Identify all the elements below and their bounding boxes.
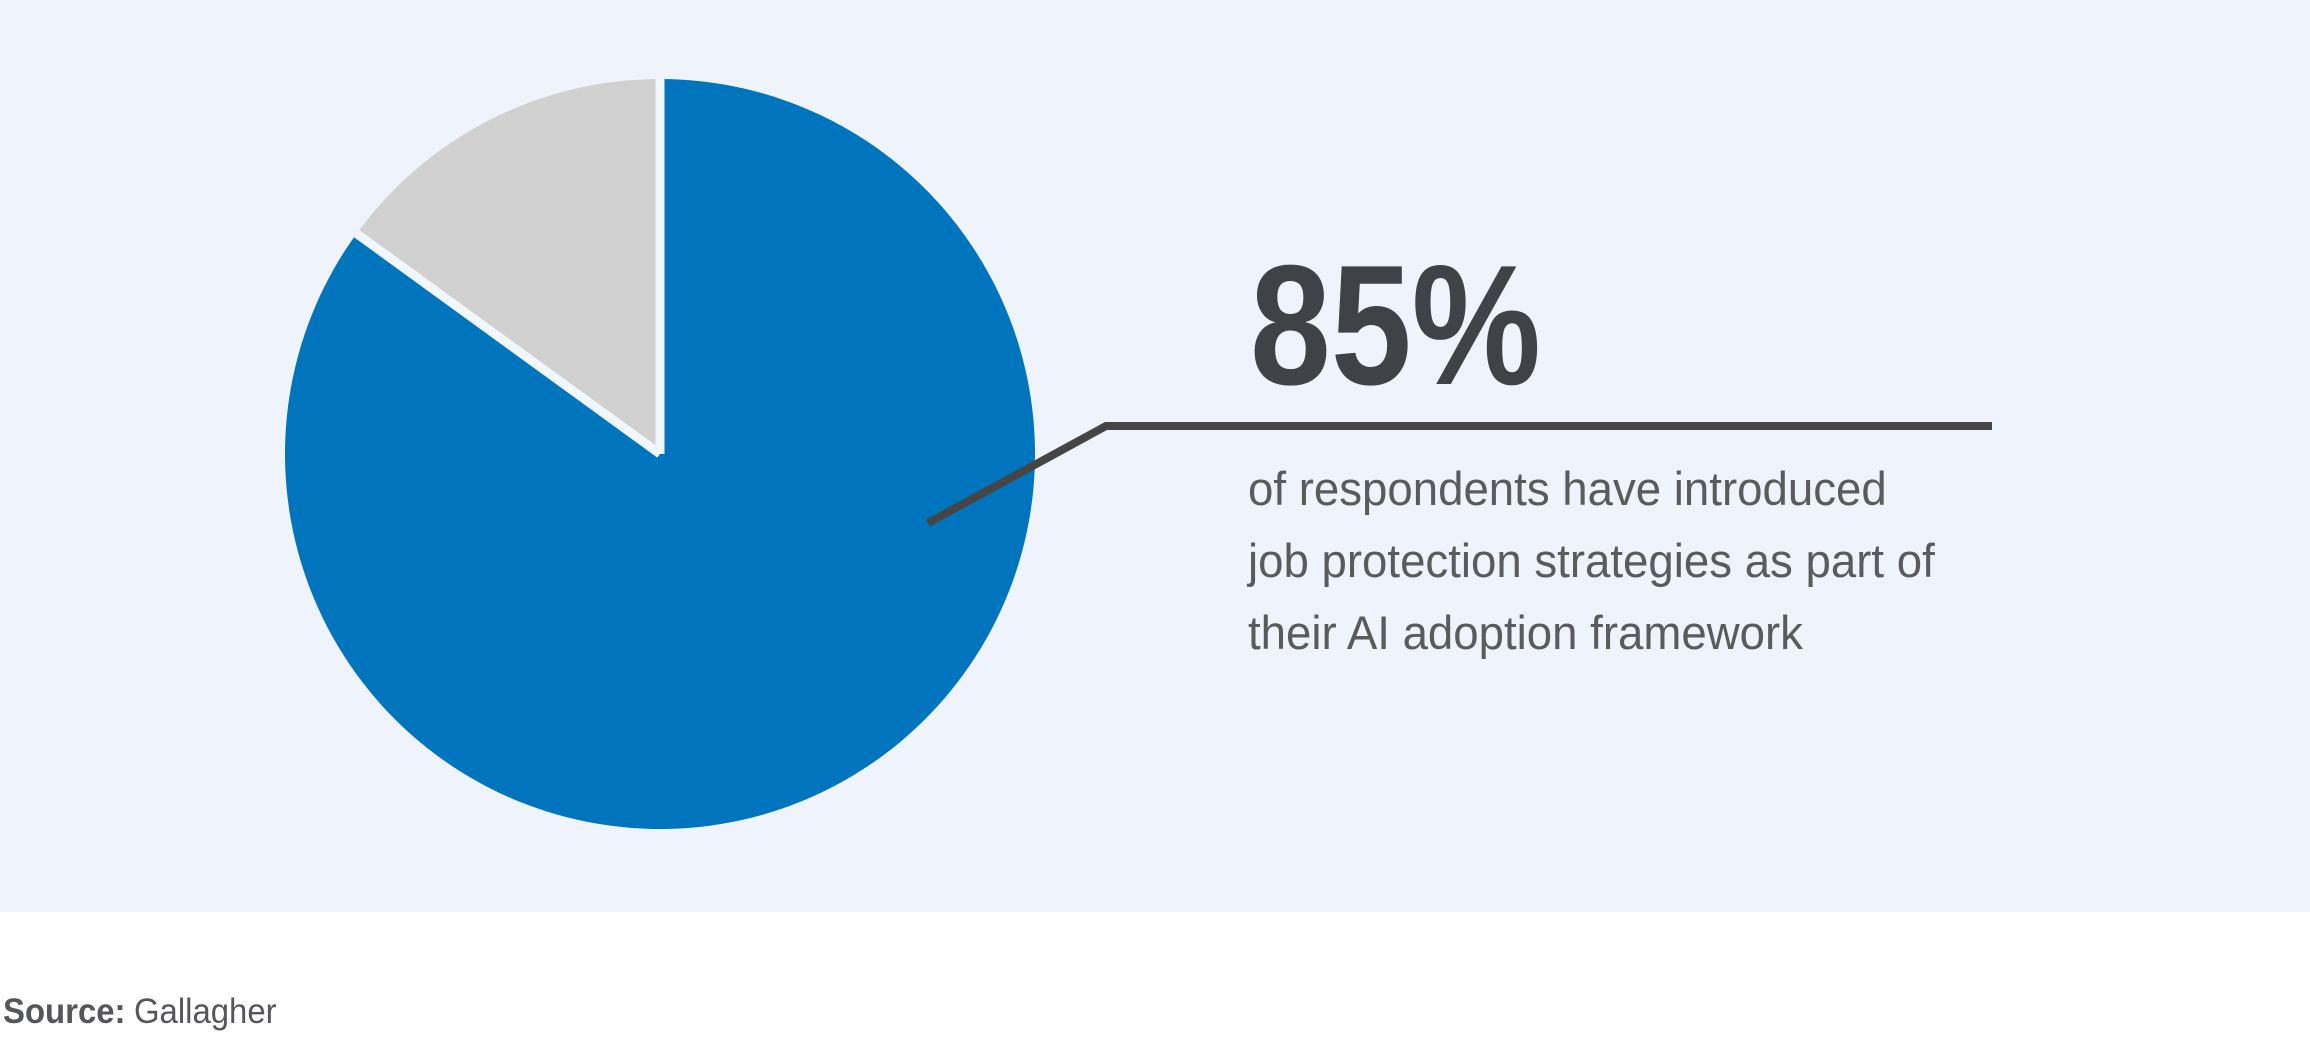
source-label: Source: [3, 992, 126, 1031]
stat-description: of respondents have introduced job prote… [1248, 453, 1935, 669]
stat-value: 85% [1250, 230, 1541, 421]
stat-description-line-3: their AI adoption framework [1248, 606, 1803, 659]
stat-description-line-2: job protection strategies as part of [1248, 534, 1935, 587]
stat-description-line-1: of respondents have introduced [1248, 462, 1887, 515]
callout-line [926, 422, 1992, 527]
source-name: Gallagher [133, 992, 277, 1031]
slice-divider-diagonal [353, 229, 663, 458]
source-line: Source: Gallagher [3, 990, 277, 1034]
pie-slice-remainder [356, 79, 660, 454]
